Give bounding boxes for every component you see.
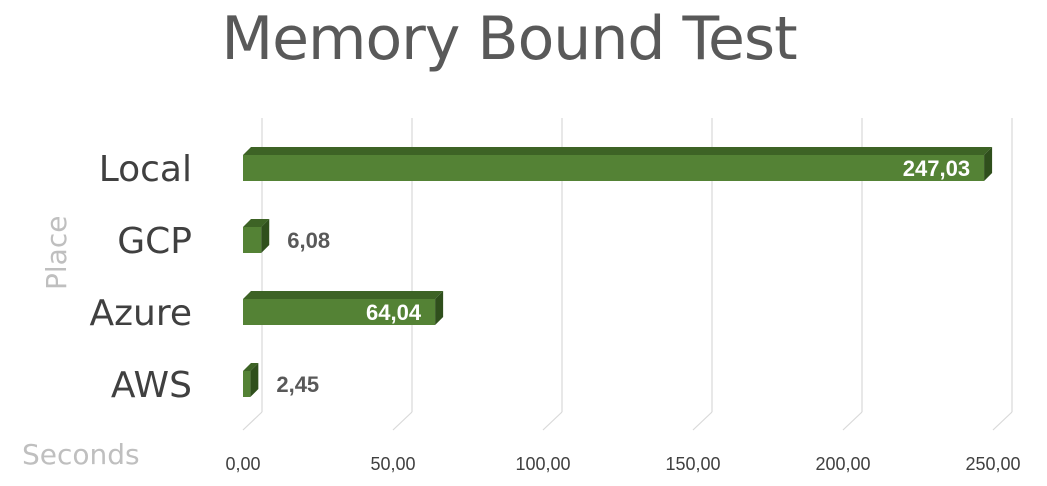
data-label: 247,03 <box>903 156 970 181</box>
gridline-floor <box>542 411 563 431</box>
x-tick-label: 150,00 <box>665 454 720 474</box>
bar-front-face <box>243 227 262 253</box>
category-label: Azure <box>90 293 193 334</box>
x-tick-label: 100,00 <box>515 454 570 474</box>
bar-side-face <box>261 219 270 253</box>
bars <box>243 147 993 397</box>
bar-top-face <box>243 147 993 155</box>
bar-top-face <box>243 219 270 227</box>
bar-azure <box>243 291 444 325</box>
bar-side-face <box>435 291 444 325</box>
data-label: 6,08 <box>287 228 330 253</box>
data-label: 64,04 <box>366 300 422 325</box>
gridline-floor <box>992 411 1013 431</box>
gridline-floor <box>392 411 413 431</box>
x-tick-label: 50,00 <box>370 454 415 474</box>
gridline-floor <box>692 411 713 431</box>
x-tick-label: 0,00 <box>225 454 260 474</box>
x-tick-label: 200,00 <box>815 454 870 474</box>
bar-front-face <box>243 371 251 397</box>
category-label: GCP <box>117 221 192 262</box>
category-label: AWS <box>111 365 192 406</box>
data-label: 2,45 <box>276 372 319 397</box>
labels: 0,00 50,00 100,00 150,00 200,00 250,00 Local 24… <box>90 149 1021 474</box>
gridline-floor <box>242 411 263 431</box>
bar-side-face <box>984 147 993 181</box>
bar-aws <box>243 363 259 397</box>
bar-front-face <box>243 155 985 181</box>
x-axis-title: Seconds <box>22 438 140 471</box>
chart-title: Memory Bound Test <box>221 4 797 74</box>
bar-top-face <box>243 363 259 371</box>
x-tick-label: 250,00 <box>965 454 1020 474</box>
bar-local <box>243 147 993 181</box>
bar-gcp <box>243 219 270 253</box>
gridline-floor <box>842 411 863 431</box>
bar-side-face <box>250 363 259 397</box>
bar-front-face <box>243 299 436 325</box>
y-axis-title: Place <box>40 216 73 290</box>
bar-top-face <box>243 291 444 299</box>
category-label: Local <box>99 149 192 190</box>
